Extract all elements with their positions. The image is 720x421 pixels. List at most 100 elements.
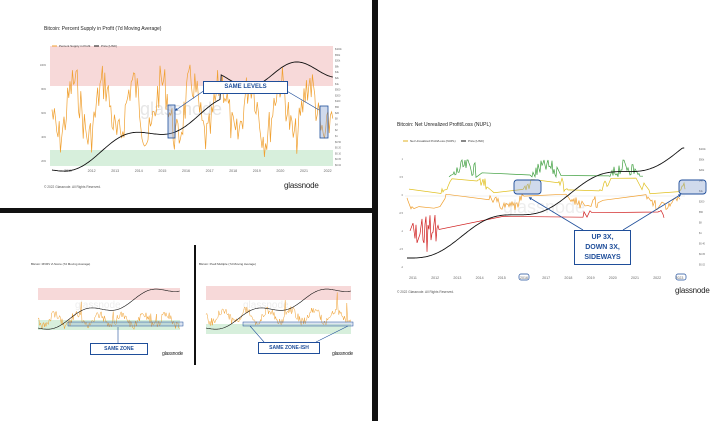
y-right-tick-label: $4 <box>335 123 338 126</box>
series-puell-multiple <box>205 292 352 326</box>
x-tick-label: 2020 <box>609 276 617 280</box>
y-tick-label: 0.5 <box>400 176 404 179</box>
highlight-box-2023 <box>678 179 707 195</box>
y-right-tick-label: $4k <box>699 180 704 183</box>
y-right-tick-label: $20k <box>335 60 341 63</box>
y-tick-label: 80% <box>41 88 47 91</box>
x-tick-label: 2018 <box>229 169 237 173</box>
x-tick-label: 2013 <box>453 276 461 280</box>
y-right-tick-label: $100 <box>335 100 341 103</box>
y-right-tick-label: $20k <box>699 169 705 172</box>
x-tick-label: 2016 <box>520 276 528 280</box>
y-right-tick-label: $1k <box>335 83 340 86</box>
copyright: © 2022 Glassnode. All Rights Reserved. <box>44 185 101 189</box>
brand-logo: glassnode <box>675 286 710 295</box>
chart-title: Bitcoin: Net Unrealized Profit/Loss (NUP… <box>397 122 491 128</box>
y-right-tick-label: $500 <box>335 89 341 92</box>
y-right-tick-label: $8k <box>335 65 340 68</box>
band-top-zone <box>206 286 351 300</box>
legend-label-price: Price [USD] <box>468 139 484 143</box>
x-tick-label: 2022 <box>324 169 332 173</box>
band-top-zone <box>50 46 333 86</box>
y-tick-label: 1 <box>402 158 404 161</box>
y-right-tick-label: $0.05 <box>335 158 342 161</box>
x-tick-label: 2020 <box>276 169 284 173</box>
chart-nupl-svg: Net Unrealized Profit/Loss (NUPL) Price … <box>399 139 707 281</box>
y-right-tick-label: $100k <box>335 48 342 51</box>
y-right-tick-label: $1 <box>335 135 338 138</box>
watermark: glassnode <box>503 197 585 217</box>
chart-supply-svg: Percent Supply in Profit Price [USD] 100… <box>40 44 342 173</box>
y-right-tick-label: $50 <box>335 106 340 109</box>
highlight-box-2022 <box>319 105 329 139</box>
series-price <box>407 147 685 259</box>
y-right-tick-label: $200 <box>699 201 705 204</box>
y-right-tick-label: $0.05 <box>699 253 706 256</box>
band-top-zone <box>38 288 180 300</box>
y-right-tick-label: $50k <box>699 159 705 162</box>
callout-line-2: DOWN 3X, <box>585 244 620 251</box>
series-price <box>205 288 351 330</box>
y-tick-label: 0 <box>402 194 404 197</box>
legend: Net Unrealized Profit/Loss (NUPL) Price … <box>403 139 484 143</box>
highlight-box-2016 <box>167 104 176 139</box>
y-tick-label: 60% <box>41 112 47 115</box>
series-nupl-belief <box>448 159 643 179</box>
highlight-xtick-2023 <box>675 273 687 281</box>
series-supply-in-profit <box>51 64 334 158</box>
highlight-zone <box>67 321 184 327</box>
legend: Percent Supply in Profit Price [USD] <box>52 44 117 48</box>
brand-logo: glassnode <box>162 351 183 357</box>
chart-puell-svg: glassnode <box>205 286 354 343</box>
y-tick-label: -1.5 <box>399 248 404 251</box>
band-bottom-zone <box>50 150 333 166</box>
y-tick-label: -0.5 <box>399 212 404 215</box>
divider-vertical <box>372 0 378 421</box>
x-tick-label: 2021 <box>631 276 639 280</box>
y-right-tick-label: $200 <box>335 94 341 97</box>
x-tick-label: 2017 <box>206 169 214 173</box>
y-right-tick-label: $0.02 <box>335 164 342 167</box>
x-tick-label: 2014 <box>476 276 484 280</box>
divider-vertical-small <box>194 245 196 365</box>
chart-title: Bitcoin: Percent Supply in Profit (7d Mo… <box>44 26 162 32</box>
y-right-tick-label: $8 <box>335 118 338 121</box>
y-right-tick-label: $0.20 <box>335 147 342 150</box>
x-tick-label: 2011 <box>409 276 417 280</box>
brand-logo: glassnode <box>284 181 319 190</box>
series-price <box>51 61 333 172</box>
x-tick-label: 2021 <box>300 169 308 173</box>
legend-label-nupl: Net Unrealized Profit/Loss (NUPL) <box>410 139 456 143</box>
series-nupl-capitulation <box>409 209 665 252</box>
x-tick-label: 2014 <box>135 169 143 173</box>
copyright: © 2022 Glassnode. All Rights Reserved. <box>397 290 454 294</box>
x-tick-label: 2012 <box>88 169 96 173</box>
x-tick-label: 2013 <box>111 169 119 173</box>
legend-label-supply: Percent Supply in Profit <box>59 44 91 48</box>
y-tick-label: 20% <box>41 160 47 163</box>
chart-title: Bitcoin: MVRV Z-Score (7d Moving Average… <box>31 262 91 266</box>
y-right-tick-label: $2 <box>335 129 338 132</box>
y-right-tick-label: $50k <box>335 54 341 57</box>
band-bottom-zone <box>206 324 351 334</box>
y-right-tick-label: $50 <box>699 211 704 214</box>
chart-mvrv-svg: glassnode <box>37 288 184 344</box>
chart-panel-puell: Bitcoin: Puell Multiple (7d Moving Avera… <box>198 258 358 358</box>
x-tick-label: 2022 <box>653 276 661 280</box>
y-right-tick-label: $0.40 <box>699 243 706 246</box>
y-right-tick-label: $1 <box>699 232 702 235</box>
callout-up-down-sideways: UP 3X, DOWN 3X, SIDEWAYS <box>574 230 631 265</box>
y-right-tick-label: $0.50 <box>335 141 342 144</box>
callout-same-zone-ish: SAME ZONE-ISH <box>258 342 320 354</box>
x-tick-label: 2016 <box>182 169 190 173</box>
callout-line-1: UP 3X, <box>591 234 614 241</box>
series-nupl-hope <box>406 193 681 211</box>
callout-same-zone: SAME ZONE <box>90 343 148 355</box>
x-tick-label: 2012 <box>431 276 439 280</box>
x-tick-label: 2017 <box>542 276 550 280</box>
chart-panel-nupl: Bitcoin: Net Unrealized Profit/Loss (NUP… <box>393 118 713 302</box>
highlight-zone <box>242 321 354 327</box>
y-right-tick-label: $0.02 <box>699 264 706 267</box>
y-right-tick-label: $100k <box>699 148 706 151</box>
x-tick-label: 2023 <box>675 276 683 280</box>
